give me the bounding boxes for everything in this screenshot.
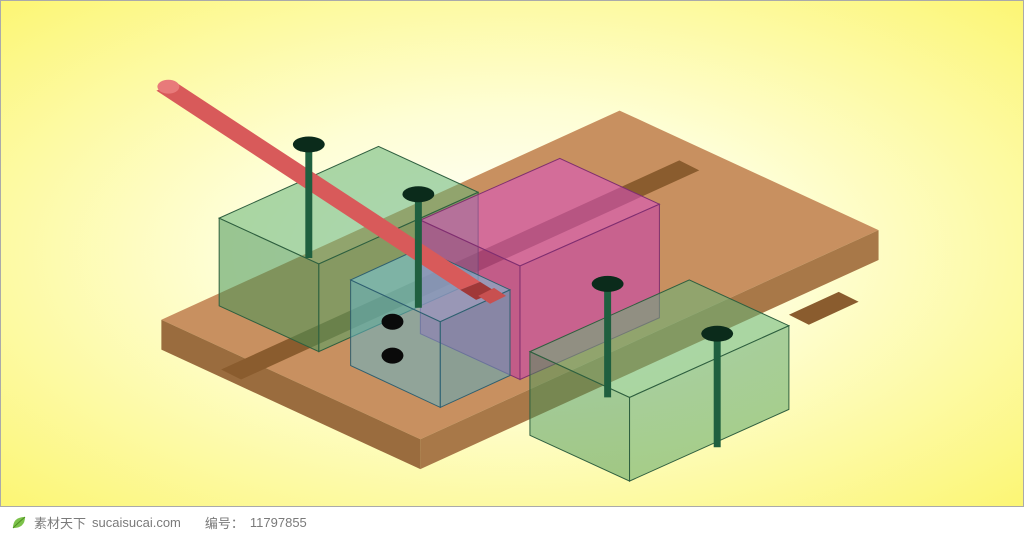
attribution-footer: 素材天下 sucaisucai.com 编号： 11797855 [0,507,1024,538]
id-value: 11797855 [250,515,307,530]
site-url: sucaisucai.com [92,515,181,530]
vise-assembly-render [1,1,1023,506]
site-label: 素材天下 [34,513,86,532]
leaf-icon [10,514,28,532]
cad-model-viewport [0,0,1024,507]
id-label: 编号： [205,513,244,532]
